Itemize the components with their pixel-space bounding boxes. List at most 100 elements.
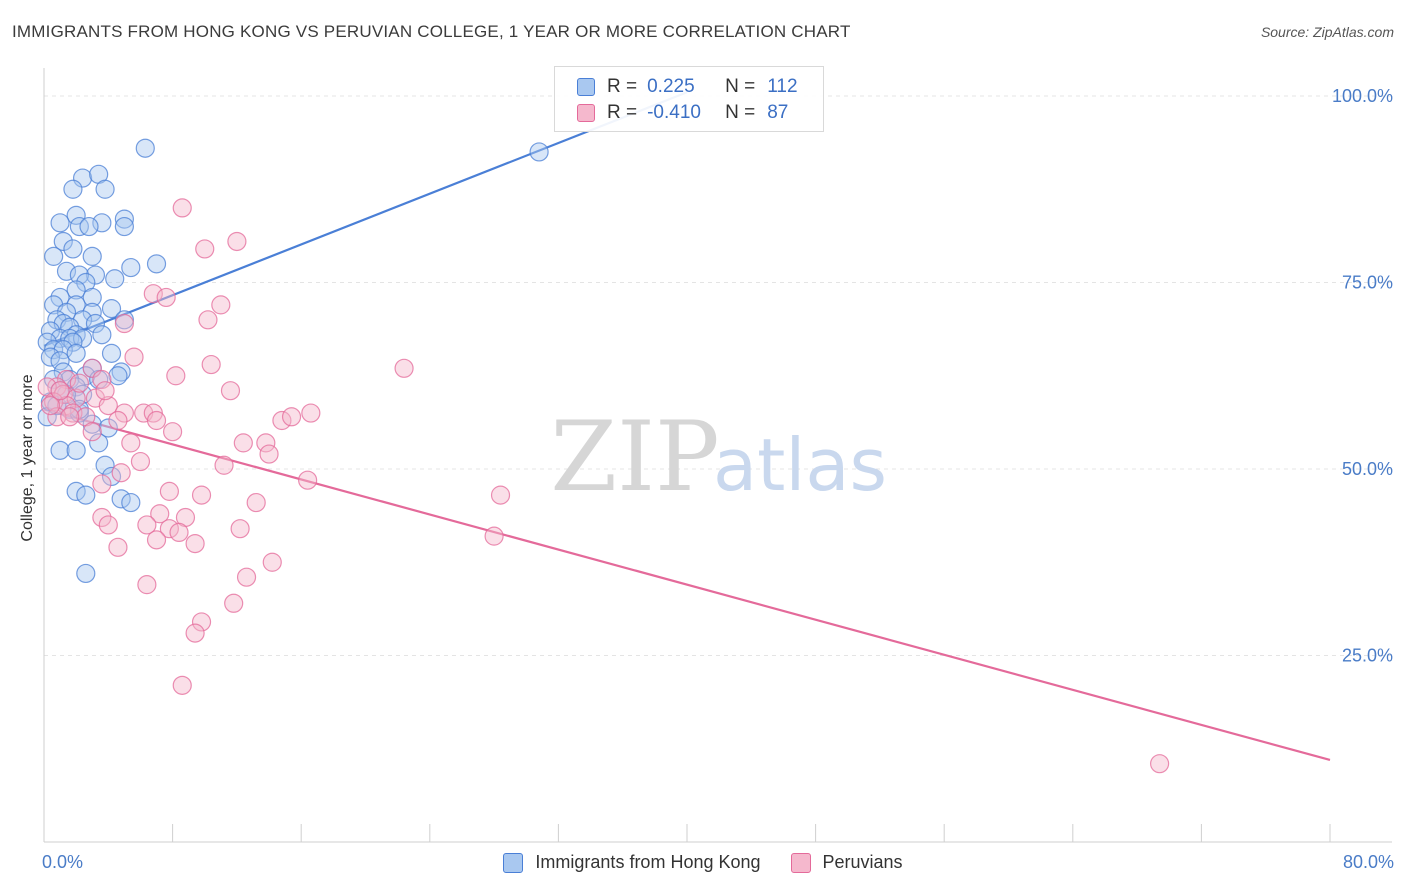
trend-lines (43, 91, 1331, 762)
point-peruvians (137, 575, 157, 595)
point-peruvians (301, 403, 321, 423)
source-label: Source: ZipAtlas.com (1260, 24, 1394, 40)
point-peruvians (146, 530, 167, 550)
point-peruvians (66, 388, 86, 408)
point-peruvians (272, 410, 292, 431)
x-tick-min: 0.0% (42, 852, 84, 872)
legend-r-label: R = (607, 102, 638, 123)
point-hong-kong (135, 138, 155, 158)
point-peruvians (214, 455, 234, 475)
y-tick-label: 25.0% (1342, 646, 1393, 666)
point-hong-kong (101, 343, 122, 363)
series-hong-kong-points (37, 138, 549, 584)
y-tick-labels: 25.0% 50.0% 75.0% 100.0% (1332, 86, 1393, 666)
point-peruvians (121, 433, 141, 453)
point-hong-kong (111, 362, 131, 382)
point-peruvians (211, 295, 231, 315)
point-hong-kong (40, 321, 61, 341)
point-hong-kong (92, 325, 112, 345)
point-peruvians (114, 403, 134, 423)
series-legend: Immigrants from Hong Kong Peruvians (0, 852, 1406, 873)
point-hong-kong (114, 216, 134, 237)
point-peruvians (185, 533, 205, 554)
point-hong-kong (82, 302, 102, 322)
point-hong-kong (66, 440, 86, 460)
point-peruvians (108, 537, 128, 557)
point-peruvians (262, 552, 282, 572)
legend-item-peruvians[interactable]: Peruvians (790, 852, 903, 873)
point-peruvians (82, 422, 102, 442)
point-peruvians (198, 310, 218, 330)
correlation-legend: R = 0.225 N = 112 R = -0.410 N = 87 (554, 66, 824, 132)
point-hong-kong (69, 265, 89, 285)
point-peruvians (156, 287, 176, 308)
point-hong-kong (50, 328, 70, 349)
point-peruvians (259, 444, 279, 464)
watermark: ZIP atlas (550, 401, 887, 513)
point-hong-kong (146, 254, 167, 274)
legend-item-hong-kong[interactable]: Immigrants from Hong Kong (503, 852, 761, 873)
point-peruvians (201, 354, 221, 375)
point-hong-kong (95, 455, 115, 475)
watermark-atlas: atlas (713, 423, 887, 507)
point-peruvians (108, 410, 128, 431)
legend-label-peruvians: Peruvians (822, 852, 903, 872)
point-peruvians (92, 369, 112, 390)
point-peruvians (394, 358, 414, 378)
point-hong-kong (529, 142, 549, 162)
point-peruvians (53, 384, 73, 404)
point-hong-kong (85, 265, 106, 285)
point-hong-kong (92, 213, 112, 233)
legend-r-value: 0.225 (647, 76, 695, 97)
point-peruvians (191, 485, 212, 505)
point-peruvians (220, 381, 241, 401)
point-peruvians (60, 407, 80, 427)
legend-n-value: 112 (767, 76, 798, 97)
point-peruvians (130, 451, 151, 472)
axes (43, 68, 1392, 843)
point-hong-kong (53, 231, 73, 252)
point-hong-kong (40, 347, 61, 367)
point-peruvians (236, 567, 257, 587)
point-peruvians (246, 492, 266, 513)
legend-row-peruvians: R = -0.410 N = 87 (577, 101, 788, 125)
legend-swatch-blue (577, 78, 595, 96)
point-hong-kong (111, 489, 131, 509)
series-peruvians-points (37, 198, 1170, 774)
point-peruvians (40, 395, 61, 416)
point-hong-kong (95, 179, 115, 199)
point-peruvians (92, 507, 112, 528)
chart-title: IMMIGRANTS FROM HONG KONG VS PERUVIAN CO… (12, 22, 851, 41)
point-hong-kong (89, 433, 109, 453)
point-peruvians (191, 612, 212, 632)
point-peruvians (230, 519, 250, 539)
point-hong-kong (76, 485, 96, 505)
point-peruvians (124, 347, 144, 367)
legend-row-hong-kong: R = 0.225 N = 112 (577, 75, 798, 99)
legend-swatch-pink (790, 852, 811, 873)
point-peruvians (63, 403, 83, 423)
point-hong-kong (82, 246, 102, 266)
trendline-hong-kong (43, 91, 688, 347)
point-peruvians (137, 515, 157, 535)
point-peruvians (172, 675, 192, 695)
y-tick-label: 100.0% (1332, 86, 1393, 106)
point-hong-kong (79, 216, 99, 237)
point-peruvians (227, 231, 247, 252)
point-peruvians (95, 381, 115, 401)
point-peruvians (163, 422, 183, 442)
watermark-zip: ZIP (550, 401, 719, 513)
point-peruvians (47, 377, 67, 397)
point-peruvians (172, 198, 192, 218)
point-hong-kong (44, 246, 64, 266)
point-hong-kong (66, 343, 86, 363)
point-peruvians (166, 366, 186, 386)
point-hong-kong (66, 280, 86, 300)
point-hong-kong (56, 261, 77, 281)
point-peruvians (224, 593, 244, 613)
point-hong-kong (50, 351, 70, 371)
point-peruvians (159, 519, 179, 539)
point-peruvians (44, 392, 64, 412)
point-hong-kong (50, 213, 70, 233)
